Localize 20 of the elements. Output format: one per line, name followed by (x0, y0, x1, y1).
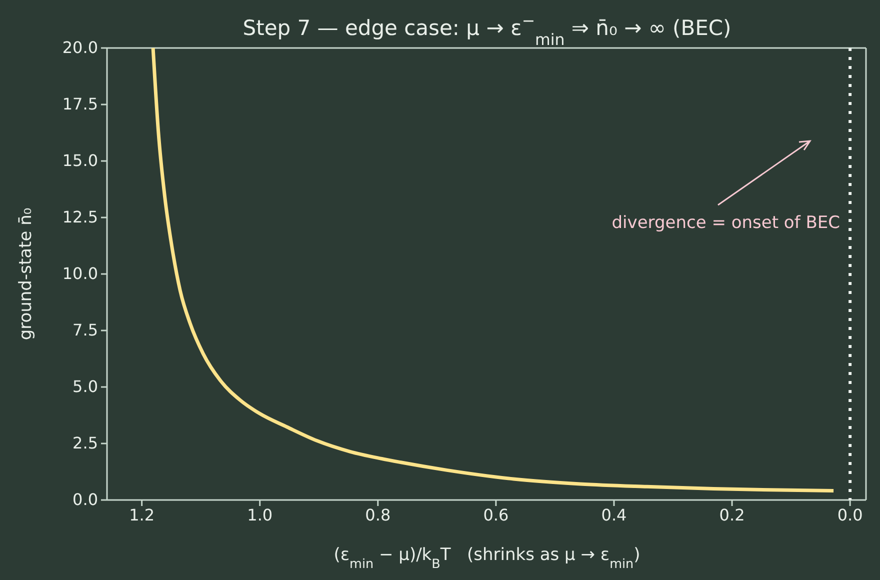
x-tick-label: 0.0 (837, 505, 863, 524)
annotation: divergence = onset of BEC (612, 213, 840, 233)
x-tick-label: 1.2 (129, 505, 155, 524)
y-tick-label: 5.0 (72, 377, 98, 396)
y-tick-label: 12.5 (62, 208, 98, 227)
y-tick-label: 2.5 (72, 434, 98, 453)
x-tick-label: 0.4 (601, 505, 627, 524)
y-tick-label: 7.5 (72, 320, 98, 340)
x-tick-label: 0.2 (719, 505, 745, 524)
y-tick-label: 10.0 (62, 264, 98, 284)
y-tick-label: 0.0 (72, 490, 98, 510)
y-tick-label: 17.5 (62, 94, 98, 114)
y-tick-label: 20.0 (62, 38, 98, 58)
x-tick-label: 0.6 (483, 505, 509, 524)
x-tick-label: 1.0 (247, 505, 273, 524)
y-axis-title: ground-state n̄₀ (16, 208, 36, 340)
x-tick-label: 0.8 (365, 505, 391, 524)
y-tick-label: 15.0 (62, 151, 98, 170)
chart-title: Step 7 — edge case: μ → ε$^{−}$$_{min}$ ⇒ n̄₀ → ∞ (BEC) (242, 10, 732, 48)
x-axis-title: (ε$_{min}$ − μ)/k$_{B}$T (shrinks as μ → ε$_{min}$) (334, 545, 640, 572)
